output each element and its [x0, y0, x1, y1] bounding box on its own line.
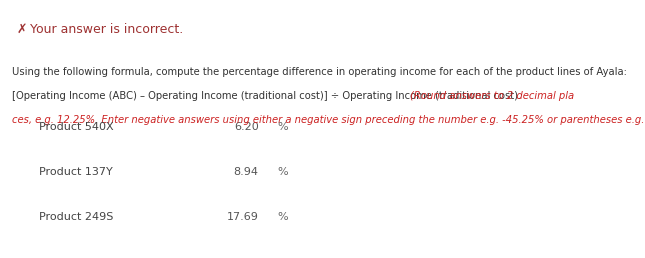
Text: %: %: [277, 167, 288, 177]
Text: Product 137Y: Product 137Y: [39, 167, 112, 177]
Text: Using the following formula, compute the percentage difference in operating inco: Using the following formula, compute the…: [12, 67, 626, 77]
Text: [Operating Income (ABC) – Operating Income (traditional cost)] ÷ Operating Incom: [Operating Income (ABC) – Operating Inco…: [12, 91, 524, 101]
Text: ✗: ✗: [16, 22, 27, 36]
Text: %: %: [277, 212, 288, 222]
Text: Your answer is incorrect.: Your answer is incorrect.: [30, 22, 184, 36]
Text: 6.20: 6.20: [234, 122, 259, 132]
Text: 17.69: 17.69: [227, 212, 259, 222]
Text: Product 540X: Product 540X: [39, 122, 114, 132]
Text: Product 249S: Product 249S: [39, 212, 113, 222]
Text: 8.94: 8.94: [233, 167, 259, 177]
Text: (Round answers to 2 decimal pla: (Round answers to 2 decimal pla: [410, 91, 573, 101]
Text: ces, e.g. 12.25%. Enter negative answers using either a negative sign preceding : ces, e.g. 12.25%. Enter negative answers…: [12, 115, 645, 125]
Text: %: %: [277, 122, 288, 132]
